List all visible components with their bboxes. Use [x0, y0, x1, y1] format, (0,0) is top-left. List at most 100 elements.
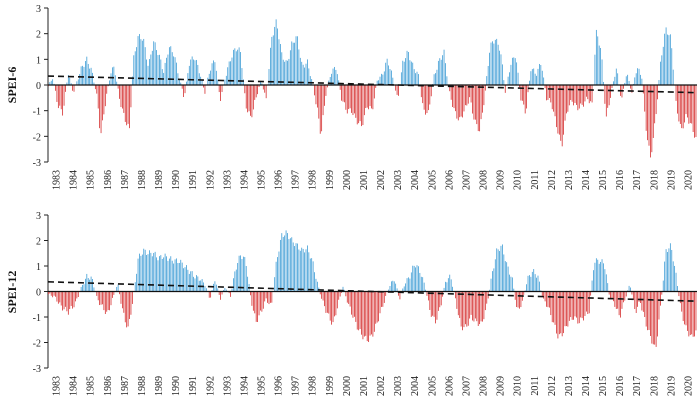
bar-negative [621, 291, 623, 309]
bar-negative [120, 291, 122, 304]
bar-negative [557, 291, 559, 339]
x-tick-label: 1992 [205, 170, 216, 190]
bar-negative [564, 85, 566, 121]
bar-negative [558, 291, 560, 335]
bar-positive [150, 252, 152, 292]
bar-negative [122, 85, 123, 109]
bar-negative [681, 291, 683, 312]
bar-negative [322, 291, 324, 301]
bar-positive [308, 252, 310, 292]
bar-negative [675, 85, 677, 101]
bar-negative [455, 291, 456, 299]
bar-positive [509, 274, 510, 292]
bar-positive [235, 269, 237, 292]
bar-negative [474, 85, 476, 120]
y-tick-label: -1 [33, 313, 41, 324]
bar-positive [299, 57, 301, 85]
bar-positive [539, 281, 540, 292]
bar-positive [66, 82, 68, 85]
bar-positive [79, 74, 81, 85]
bar-positive [388, 65, 389, 85]
bar-positive [489, 52, 490, 85]
bar-negative [426, 85, 428, 114]
bar-negative [122, 291, 123, 309]
bar-positive [591, 280, 593, 292]
bar-positive [133, 55, 135, 85]
bar-positive [173, 263, 175, 292]
x-tick-label: 2003 [393, 170, 404, 190]
bar-negative [516, 291, 518, 308]
bar-negative [378, 291, 379, 322]
bar-negative [566, 85, 567, 114]
bar-positive [177, 263, 179, 292]
bar-negative [398, 85, 399, 96]
bar-positive [287, 60, 288, 85]
bar-negative [567, 85, 569, 112]
bar-negative [519, 291, 520, 309]
bar-negative [551, 291, 553, 323]
bar-positive [534, 73, 536, 85]
bar-negative [553, 291, 555, 323]
bar-negative [548, 291, 550, 308]
bar-negative [425, 85, 426, 115]
bar-negative [376, 291, 378, 323]
bar-positive [197, 276, 199, 292]
bar-negative [429, 85, 431, 105]
y-axis-title: SPEI-6 [5, 67, 19, 104]
bar-negative [352, 85, 354, 116]
bar-positive [530, 276, 532, 292]
bar-positive [168, 258, 170, 292]
bar-positive [334, 66, 335, 85]
bar-positive [605, 274, 607, 292]
bar-negative [221, 291, 223, 295]
bar-negative [578, 85, 580, 109]
x-tick-label: 1989 [154, 376, 165, 396]
bar-positive [160, 255, 162, 292]
bar-negative [126, 85, 128, 126]
bar-negative [608, 85, 610, 106]
bar-positive [186, 81, 187, 85]
bar-positive [593, 270, 594, 292]
bar-negative [321, 85, 323, 132]
bar-negative [469, 291, 471, 319]
bar-positive [180, 259, 182, 292]
bar-negative [127, 85, 129, 124]
bar-negative [560, 291, 562, 334]
bar-positive [167, 54, 169, 85]
bar-negative [366, 291, 368, 342]
bar-positive [595, 29, 597, 85]
bar-positive [513, 57, 515, 85]
bar-negative [106, 85, 108, 94]
bar-positive [295, 243, 297, 292]
bar-positive [289, 238, 291, 292]
bar-negative [652, 291, 654, 345]
x-tick-label: 1993 [222, 376, 233, 396]
bar-positive [607, 283, 609, 292]
bar-negative [548, 85, 550, 99]
bar-negative [658, 291, 660, 320]
bar-negative [610, 291, 611, 300]
bar-negative [332, 291, 334, 323]
bar-positive [628, 285, 630, 292]
spei-panel-2: -3 -2 -1 0 1 2 3 SPEI-12 1983 1984 1985 1986 1987 198… [5, 211, 698, 396]
bar-positive [500, 54, 502, 85]
bar-negative [691, 291, 693, 335]
bar-negative [260, 291, 261, 311]
bar-positive [151, 256, 153, 292]
bar-negative [678, 291, 680, 297]
bar-negative [102, 85, 103, 121]
bar-positive [131, 76, 133, 85]
bar-negative [365, 291, 367, 336]
bar-negative [251, 291, 253, 306]
bar-positive [194, 278, 196, 292]
bar-negative [100, 85, 102, 134]
bar-positive [177, 73, 179, 85]
bar-negative [338, 291, 340, 300]
bar-positive [93, 82, 95, 85]
bar-negative [346, 85, 348, 114]
bar-positive [213, 60, 214, 85]
bar-negative [369, 85, 371, 107]
bar-positive [295, 36, 297, 85]
bar-negative [644, 291, 646, 317]
bar-positive [281, 233, 283, 292]
